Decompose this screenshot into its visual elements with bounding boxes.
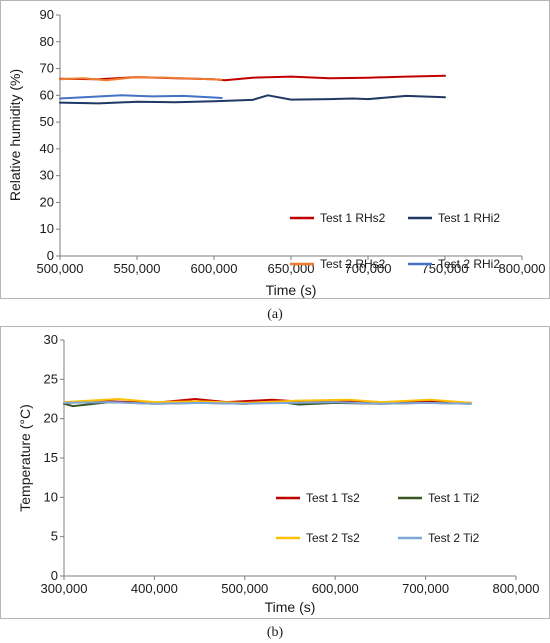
- chart-a-legend: Test 1 RHs2 Test 1 RHi2 Test 2 RHs2 Test 2 …: [290, 211, 500, 271]
- series-line-test-2-ts2: [63, 398, 472, 404]
- chart-panel-b: 0 5 10 15 20 25 30 300,000 400,000 500,000 600,000…: [0, 326, 550, 619]
- legend-label: Test 1 RHs2: [320, 211, 386, 225]
- legend-label: Test 2 RHi2: [438, 257, 500, 271]
- chart-a-series: [59, 74, 446, 105]
- caption-b: (b): [267, 625, 284, 640]
- y-tick-label: 20: [40, 194, 54, 209]
- legend-label: Test 2 Ts2: [306, 531, 360, 545]
- series-line-test-1-rhi2: [59, 94, 446, 105]
- series-line-test-2-rhs2: [59, 76, 223, 82]
- x-tick-label: 600,000: [312, 581, 359, 596]
- x-tick-label: 750,000: [422, 261, 469, 276]
- y-tick-label: 50: [40, 114, 54, 129]
- y-tick-label: 40: [40, 141, 54, 156]
- y-tick-label: 80: [40, 34, 54, 49]
- x-tick-label: 400,000: [131, 581, 178, 596]
- chart-b-y-axis-title: Temperature (°C): [17, 404, 33, 512]
- chart-a-y-axis-title: Relative humidity (%): [7, 69, 23, 201]
- chart-b-series: [63, 398, 472, 408]
- series-line-test-2-ti2: [63, 401, 472, 405]
- chart-b-frame: [0, 326, 550, 619]
- chart-a-frame: [0, 0, 550, 299]
- y-tick-label: 5: [51, 529, 58, 544]
- chart-b-legend: Test 1 Ts2 Test 1 Ti2 Test 2 Ts2 Test 2 Ti2: [276, 491, 480, 545]
- y-tick-label: 0: [47, 248, 54, 263]
- x-tick-label: 700,000: [345, 261, 392, 276]
- y-tick-label: 10: [44, 489, 58, 504]
- x-tick-label: 300,000: [41, 581, 88, 596]
- chart-a-ticks: 0 10 20 30 40 50 60 70 80 90 500,000 550,000 600,000…: [37, 7, 546, 276]
- x-tick-label: 500,000: [221, 581, 268, 596]
- y-tick-label: 0: [51, 568, 58, 583]
- y-tick-label: 25: [44, 371, 58, 386]
- legend-label: Test 1 Ti2: [428, 491, 480, 505]
- y-tick-label: 70: [40, 61, 54, 76]
- chart-b-x-axis-title: Time (s): [265, 599, 316, 615]
- x-tick-label: 500,000: [37, 261, 84, 276]
- chart-a-x-axis-title: Time (s): [266, 282, 317, 298]
- chart-panel-a: 0 10 20 30 40 50 60 70 80 90 500,000 550,000 600,000…: [0, 0, 550, 299]
- y-tick-label: 15: [44, 450, 58, 465]
- x-tick-label: 800,000: [499, 261, 546, 276]
- y-tick-label: 60: [40, 87, 54, 102]
- legend-label: Test 2 Ti2: [428, 531, 480, 545]
- caption-a: (a): [267, 307, 283, 322]
- y-tick-label: 20: [44, 411, 58, 426]
- x-tick-label: 600,000: [191, 261, 238, 276]
- y-tick-label: 30: [44, 332, 58, 347]
- chart-b-ticks: 0 5 10 15 20 25 30 300,000 400,000 500,000 600,000…: [41, 332, 540, 596]
- x-tick-label: 550,000: [114, 261, 161, 276]
- series-line-test-2-rhi2: [59, 94, 223, 100]
- y-tick-label: 90: [40, 7, 54, 22]
- legend-label: Test 1 RHi2: [438, 211, 500, 225]
- y-tick-label: 10: [40, 221, 54, 236]
- x-tick-label: 700,000: [402, 581, 449, 596]
- legend-label: Test 1 Ts2: [306, 491, 360, 505]
- legend-label: Test 2 RHs2: [320, 257, 386, 271]
- x-tick-label: 800,000: [493, 581, 540, 596]
- y-tick-label: 30: [40, 168, 54, 183]
